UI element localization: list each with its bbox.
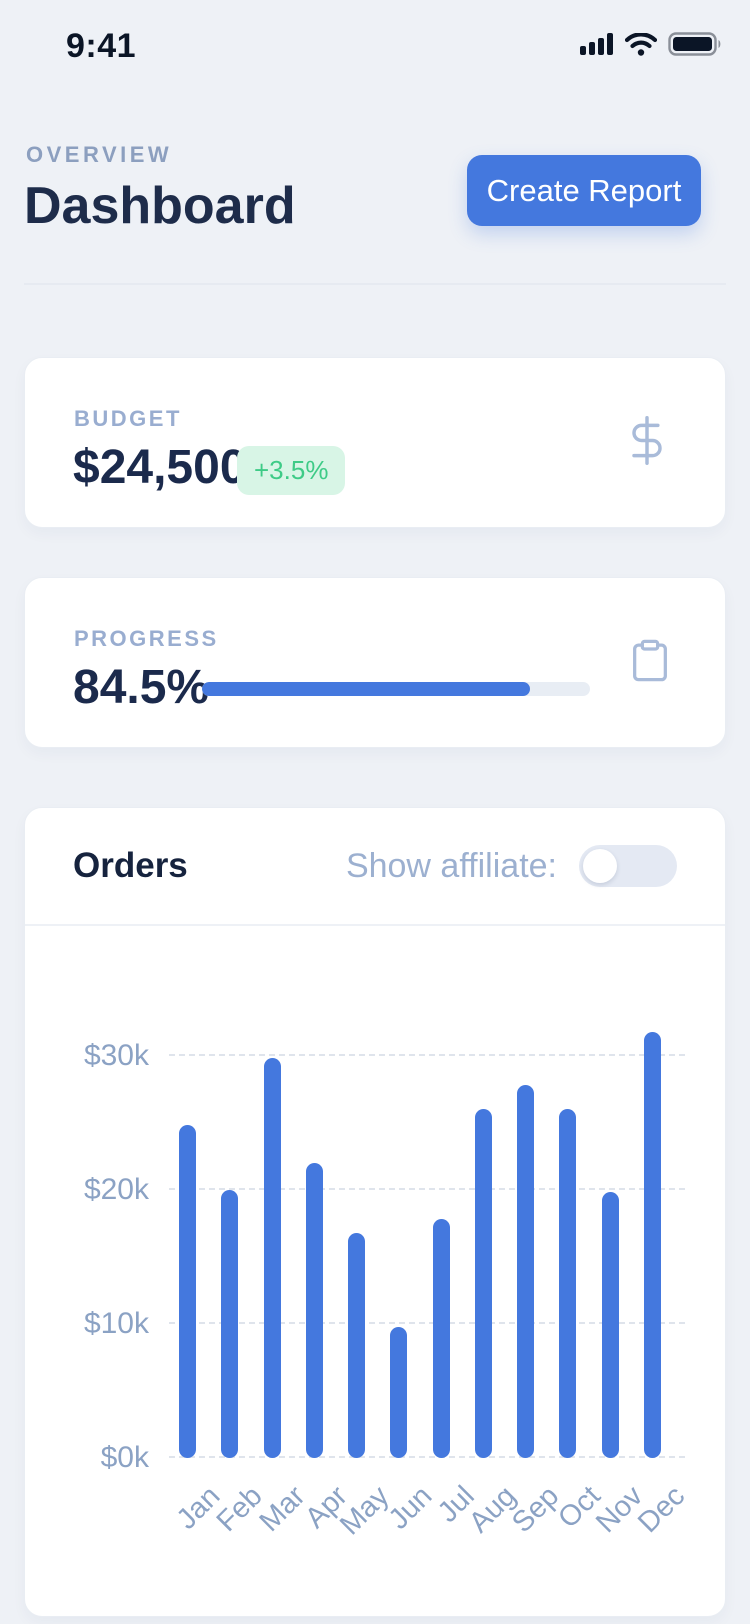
orders-card-header: Orders Show affiliate: — [25, 808, 725, 924]
bar-Jul — [432, 1219, 450, 1458]
create-report-button[interactable]: Create Report — [467, 155, 701, 226]
x-tick-Mar: Mar — [253, 1478, 311, 1568]
bar-Sep — [517, 1085, 535, 1458]
orders-header-divider — [25, 924, 725, 926]
x-tick-Apr: Apr — [299, 1478, 354, 1568]
bar-Mar — [263, 1058, 281, 1458]
x-tick-Oct: Oct — [552, 1478, 607, 1568]
clipboard-icon — [627, 637, 673, 688]
bar-Dec — [643, 1032, 661, 1458]
wifi-icon — [624, 31, 658, 61]
bar-May — [348, 1233, 366, 1458]
budget-value: $24,500 — [73, 441, 247, 494]
y-tick-label: $20k — [83, 1172, 149, 1206]
page-title: Dashboard — [24, 177, 296, 235]
show-affiliate-toggle[interactable] — [579, 845, 677, 887]
battery-icon — [668, 32, 722, 61]
bar-Nov — [601, 1192, 619, 1458]
progress-label: PROGRESS — [74, 626, 219, 651]
status-icons — [580, 31, 722, 61]
show-affiliate-label: Show affiliate: — [345, 846, 557, 885]
orders-title: Orders — [73, 846, 188, 885]
gridline-$10k: $10k — [84, 1307, 685, 1340]
bar-Jun — [390, 1327, 408, 1458]
progress-value: 84.5% — [73, 661, 210, 714]
gridline-$20k: $20k — [84, 1173, 685, 1206]
x-tick-Jan: Jan — [171, 1478, 227, 1568]
x-tick-Feb: Feb — [211, 1478, 269, 1568]
budget-label: BUDGET — [74, 406, 182, 431]
bar-Apr — [305, 1163, 323, 1458]
budget-card: BUDGET $24,500 +3.5% — [24, 357, 726, 528]
bar-Oct — [559, 1109, 577, 1458]
progress-bar-track — [202, 682, 590, 696]
y-tick-label: $30k — [83, 1038, 149, 1072]
toggle-knob — [583, 849, 617, 883]
y-tick-label: $0k — [100, 1441, 149, 1474]
x-tick-label: Dec — [632, 1480, 692, 1540]
x-tick-Sep: Sep — [506, 1478, 565, 1568]
bar-Jan — [179, 1125, 196, 1458]
x-tick-Aug: Aug — [463, 1478, 522, 1568]
x-tick-Jul: Jul — [431, 1478, 480, 1568]
x-tick-Jun: Jun — [382, 1478, 438, 1568]
cellular-signal-icon — [580, 33, 614, 60]
bar-Aug — [474, 1109, 492, 1458]
x-tick-Nov: Nov — [590, 1478, 649, 1568]
orders-bar-chart: $30k $20k $10k $0k Jan Feb Mar Apr May Jun Jul Aug… — [84, 1002, 692, 1541]
dollar-icon — [621, 414, 673, 471]
gridline-$0k: $0k — [101, 1441, 685, 1474]
chart-bars — [179, 1002, 661, 1458]
x-tick-May: May — [334, 1478, 395, 1568]
gridline-$30k: $30k — [84, 1039, 685, 1072]
budget-delta-badge: +3.5% — [237, 446, 346, 495]
overview-eyebrow: OVERVIEW — [26, 142, 173, 167]
status-time: 9:41 — [66, 27, 137, 65]
orders-card: Orders Show affiliate: $30k $20k $10k $0k J… — [24, 807, 726, 1617]
bar-Feb — [221, 1190, 239, 1458]
x-tick-Dec: Dec — [632, 1478, 691, 1568]
x-tick-label: Jun — [382, 1480, 438, 1536]
header-divider — [24, 283, 726, 285]
y-tick-label: $10k — [83, 1306, 149, 1340]
chart-x-axis-labels: Jan Feb Mar Apr May Jun Jul Aug Sep Oct Nov Dec — [171, 1478, 692, 1568]
progress-bar-fill — [202, 682, 530, 696]
progress-card: PROGRESS 84.5% — [24, 577, 726, 748]
